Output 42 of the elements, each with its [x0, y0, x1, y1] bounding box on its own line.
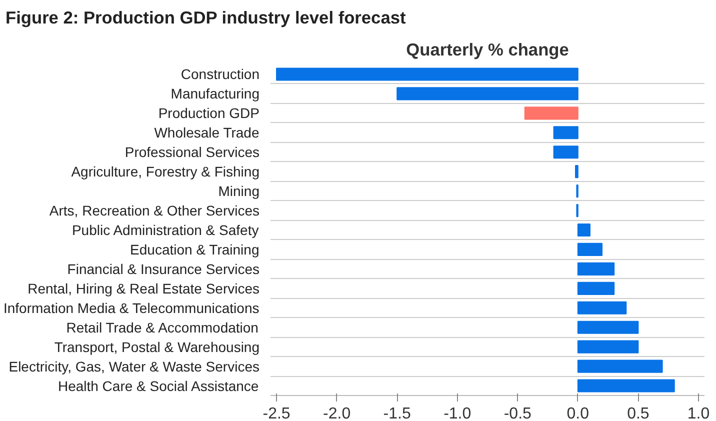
x-tick-label: -0.5 [504, 406, 532, 421]
y-tick-label: Electricity, Gas, Water & Waste Services [8, 358, 260, 374]
x-tick-label: -1.0 [444, 406, 472, 421]
bar [396, 87, 578, 100]
y-tick-label: Education & Training [130, 241, 260, 258]
x-tick-label: 1.0 [687, 406, 710, 421]
y-tick-label: Professional Services [124, 144, 260, 160]
y-tick-label: Construction [180, 66, 260, 82]
x-tick-label: -1.5 [383, 406, 411, 421]
bar [577, 301, 627, 314]
x-tick-label: -2.5 [262, 406, 290, 421]
y-tick-label: Manufacturing [170, 86, 260, 102]
bar [524, 106, 578, 120]
y-tick-label: Production GDP [158, 105, 260, 122]
y-tick-label: Retail Trade & Accommodation [66, 319, 258, 336]
y-tick-label: Agriculture, Forestry & Fishing [71, 164, 260, 180]
bar [276, 68, 578, 81]
y-tick-label: Transport, Postal & Warehousing [54, 338, 260, 355]
bar [577, 282, 615, 295]
chart-title: Figure 2: Production GDP industry level forecast [6, 8, 406, 28]
chart-subtitle: Quarterly % change [406, 40, 570, 60]
bar [575, 165, 578, 178]
bar [577, 360, 663, 373]
bar [553, 146, 578, 159]
bar [553, 126, 578, 140]
y-tick-label: Mining [218, 183, 260, 200]
bar [577, 262, 615, 276]
y-tick-label: Financial & Insurance Services [67, 260, 260, 277]
bar [577, 340, 639, 354]
y-tick-label: Rental, Hiring & Real Estate Services [28, 280, 260, 296]
y-tick-label: Arts, Recreation & Other Services [49, 202, 260, 219]
y-tick-label: Health Care & Social Assistance [58, 378, 259, 394]
bar [577, 223, 590, 237]
x-tick-label: -2.0 [323, 406, 351, 421]
bar [577, 320, 639, 334]
y-tick-label: Information Media & Telecommunications [3, 300, 260, 316]
x-tick-label: 0.5 [627, 406, 650, 421]
y-tick-label: Public Administration & Safety [72, 222, 259, 238]
x-tick-label: 0.0 [566, 406, 590, 421]
bar [577, 379, 675, 392]
bar [577, 242, 603, 256]
y-tick-label: Wholesale Trade [154, 124, 260, 141]
